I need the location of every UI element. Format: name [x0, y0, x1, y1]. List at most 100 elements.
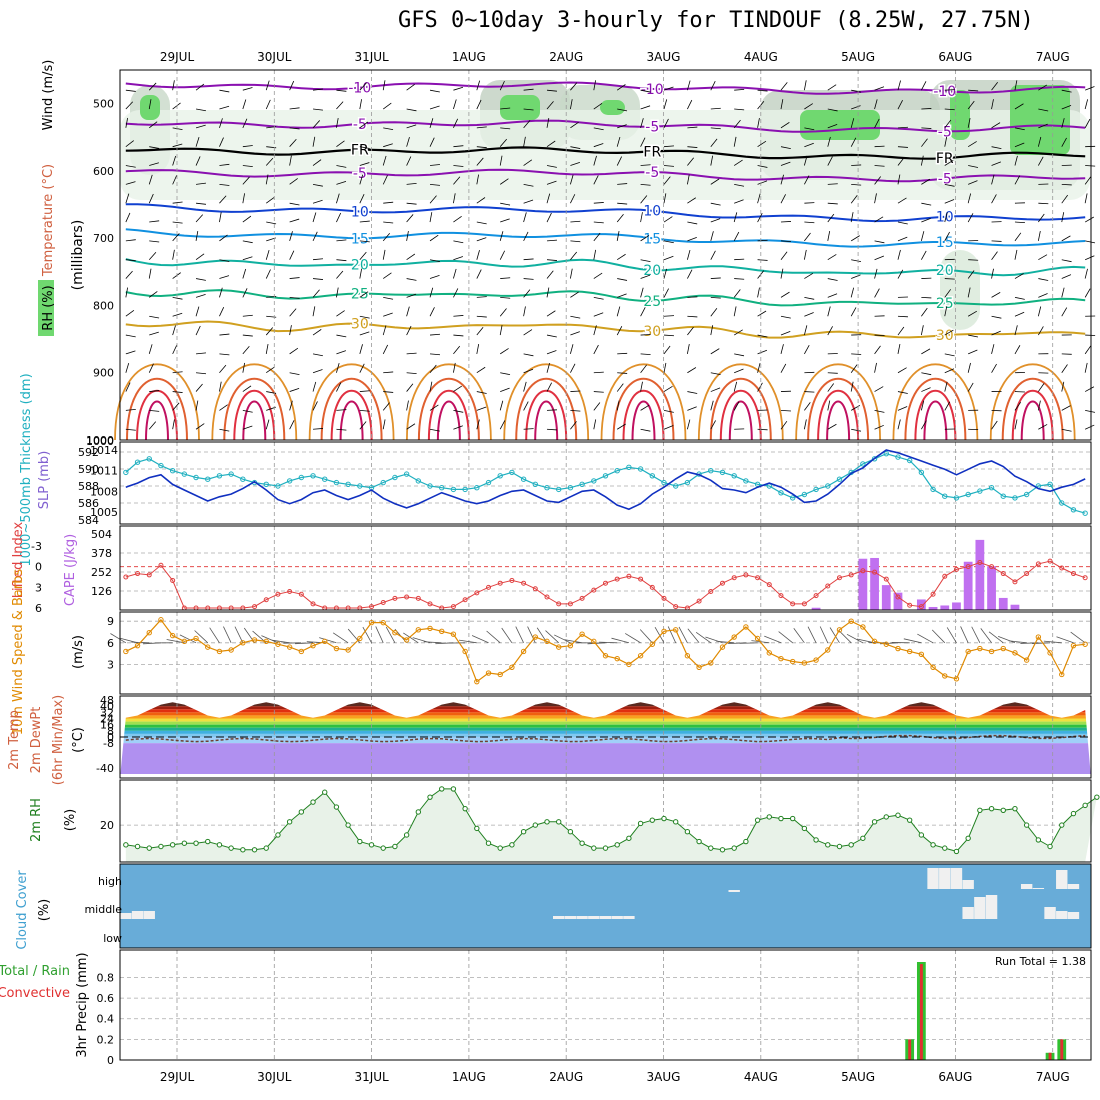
wind-barb [897, 236, 908, 242]
wind-barb [710, 218, 721, 223]
thickness-point [661, 479, 667, 486]
wind-barb [967, 287, 971, 298]
wind-speed-point [275, 641, 281, 647]
wind-barb [382, 419, 386, 430]
wind-barb [312, 289, 320, 298]
precip-convective-bar [919, 964, 923, 1060]
lifted-index-point [872, 569, 878, 575]
wind-barb [874, 362, 877, 373]
wind-barb [125, 101, 134, 110]
thickness-point [778, 490, 784, 496]
thickness-point [649, 473, 655, 479]
wind-speed-point [930, 664, 936, 670]
wind-barb [616, 306, 621, 317]
wind-barb [921, 307, 928, 317]
wind-barb [640, 183, 651, 186]
wind-barb [1014, 296, 1025, 300]
wind-barb [967, 141, 977, 148]
wind-barb [406, 230, 409, 241]
wind-barb [476, 327, 484, 336]
wind-barb [242, 99, 247, 110]
temp-frame [119, 695, 1092, 779]
wind-barb [921, 81, 927, 91]
wind-barb [242, 268, 247, 279]
thickness-point [556, 486, 562, 493]
wind-barb [757, 334, 768, 338]
wind-barb-10m [960, 626, 969, 643]
wind-barb [827, 108, 838, 112]
temp-band [120, 721, 1091, 725]
isotherm-label: 30 [351, 317, 369, 333]
wind-speed-point [965, 648, 971, 655]
wind-barb [1084, 386, 1095, 392]
isotherm-label: 30 [936, 328, 954, 344]
thickness-point [860, 461, 866, 467]
wind-barb [570, 220, 581, 223]
lifted-index-point [532, 586, 538, 592]
rh-point [953, 848, 960, 855]
wind-barb [710, 277, 721, 279]
wind-barb [336, 362, 340, 373]
rh-point [836, 843, 843, 850]
wind-barb-10m [423, 641, 442, 644]
wind-barb [593, 402, 601, 411]
temp-band [120, 709, 1091, 713]
wind-barb [710, 231, 714, 241]
rh-point [403, 832, 410, 838]
wind-barb [593, 249, 597, 260]
wind-barb [780, 146, 791, 149]
wind-barb [242, 385, 252, 392]
wind-barb [125, 334, 136, 338]
wind-barb [733, 401, 740, 411]
wind-barb-10m [486, 630, 501, 644]
wind-barb [172, 249, 175, 260]
wind-barb [967, 213, 974, 223]
wind-barb [897, 174, 901, 185]
temp-band [120, 712, 1091, 716]
rh-point [977, 807, 983, 814]
isotherm-label: 10 [643, 204, 661, 220]
wind-barb-10m [527, 626, 536, 643]
wind-speed-point [345, 647, 351, 653]
rh-point [731, 845, 737, 851]
rh-high-shade [500, 95, 540, 120]
rh-high-shade [1010, 85, 1070, 155]
rh-point [906, 817, 913, 823]
wind-barb [453, 334, 464, 337]
rh-point [216, 842, 223, 848]
thickness-line [125, 453, 1086, 514]
wind-barb [125, 89, 136, 92]
wind-barb [827, 278, 838, 281]
wind-barb [1061, 405, 1071, 411]
wind-barb [429, 105, 440, 110]
wind-barb [1084, 176, 1092, 185]
wind-barb-10m [971, 626, 981, 643]
wind-barb [500, 277, 511, 279]
wind-barb-10m [903, 638, 922, 644]
thickness-point [1059, 500, 1065, 506]
rh-point [860, 835, 866, 841]
surface-temp-contour [339, 400, 364, 441]
wind-barb [851, 274, 861, 279]
rh-point [684, 828, 691, 835]
wind-barb [851, 105, 861, 110]
wind-barb-10m [515, 626, 524, 643]
wind-barb [1014, 155, 1018, 166]
wind-barb [967, 362, 971, 373]
wind-speed-point [380, 619, 386, 626]
cloud-bar [1044, 907, 1056, 919]
rh-point [778, 815, 784, 822]
wind-barb [242, 176, 250, 185]
wind-barb [920, 231, 925, 241]
wind-barb [734, 278, 745, 280]
wind-barb [1084, 118, 1091, 129]
wind-barb [640, 235, 650, 242]
wind-barb-10m [654, 626, 665, 643]
cape-bar [987, 566, 996, 610]
wind-barb [757, 180, 768, 185]
thickness-point [427, 483, 433, 489]
wind-barb [289, 138, 297, 147]
precip-convective-bar [1048, 1052, 1052, 1060]
isotherm-label: -5 [353, 166, 367, 182]
date-label-bottom: 30JUL [257, 1070, 292, 1084]
